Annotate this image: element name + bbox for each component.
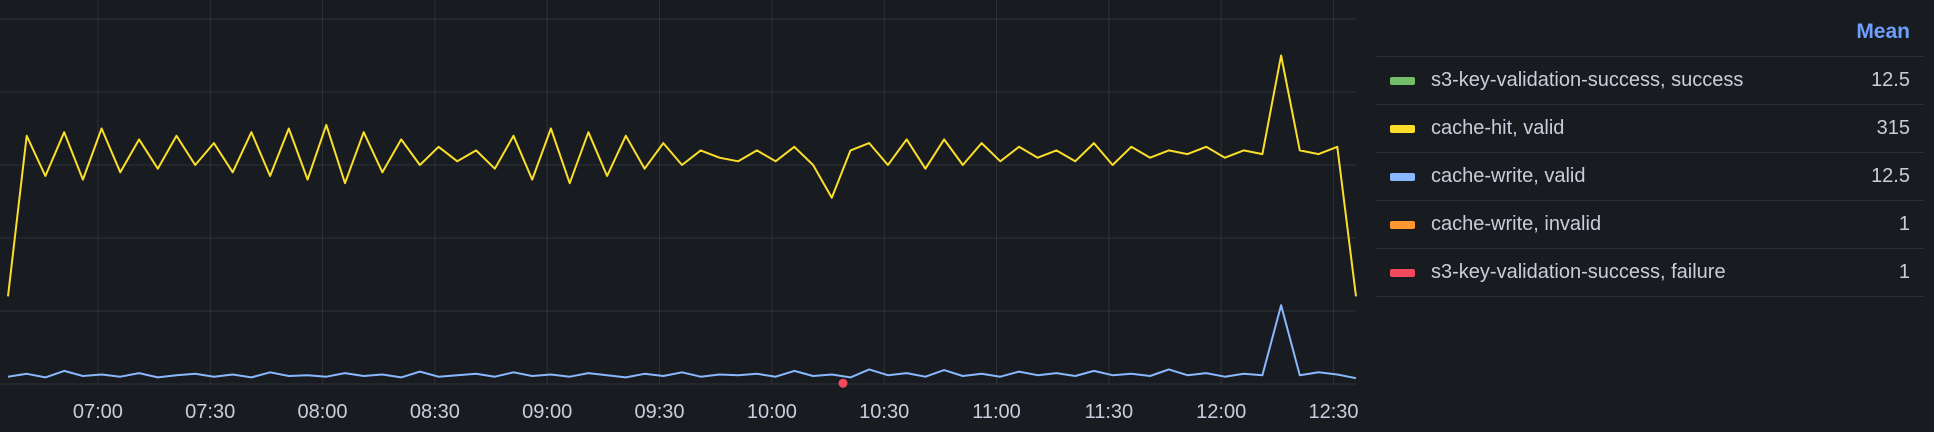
x-tick-label: 11:30	[1085, 401, 1134, 423]
x-tick-label: 08:00	[298, 401, 348, 423]
time-series-chart: 07:00 07:30 08:00 08:30 09:00 09:30 10:00 10:30…	[0, 0, 1359, 423]
x-tick-label: 07:30	[185, 401, 235, 423]
legend-item[interactable]: s3-key-validation-success, success 12.5	[1376, 56, 1924, 104]
series-line-1	[7, 54, 1357, 297]
x-tick-label: 07:00	[73, 401, 123, 423]
legend-item[interactable]: s3-key-validation-success, failure 1	[1376, 248, 1924, 297]
x-tick-label: 09:30	[635, 401, 685, 423]
legend-item[interactable]: cache-hit, valid 315	[1376, 104, 1924, 152]
legend-label[interactable]: cache-write, invalid	[1431, 213, 1602, 235]
series-color-swatch[interactable]	[1390, 124, 1415, 133]
x-tick-label: 12:30	[1309, 401, 1359, 423]
legend-mean-value: 12.5	[1871, 69, 1910, 91]
legend-label[interactable]: cache-write, valid	[1431, 165, 1586, 187]
legend-header: Mean	[1376, 0, 1924, 56]
legend-label[interactable]: s3-key-validation-success, success	[1431, 69, 1744, 91]
legend-mean-value: 1	[1898, 213, 1910, 235]
legend-label[interactable]: cache-hit, valid	[1431, 117, 1565, 139]
x-tick-label: 09:00	[522, 401, 572, 423]
series-color-swatch[interactable]	[1390, 76, 1415, 85]
legend-item[interactable]: cache-write, valid 12.5	[1376, 152, 1924, 200]
x-tick-label: 10:00	[747, 401, 797, 423]
legend: Mean s3-key-validation-success, success …	[1376, 0, 1924, 297]
legend-mean-value: 1	[1898, 261, 1910, 283]
x-tick-label: 12:00	[1196, 401, 1246, 423]
series-point-4	[838, 378, 848, 388]
series-color-swatch[interactable]	[1390, 172, 1415, 181]
legend-item[interactable]: cache-write, invalid 1	[1376, 200, 1924, 248]
x-tick-label: 08:30	[410, 401, 460, 423]
series-color-swatch[interactable]	[1390, 220, 1415, 229]
legend-mean-value: 315	[1876, 117, 1910, 139]
x-tick-label: 11:00	[972, 401, 1021, 423]
x-tick-label: 10:30	[859, 401, 909, 423]
legend-mean-value: 12.5	[1871, 165, 1910, 187]
mean-column-header[interactable]: Mean	[1856, 20, 1910, 43]
series-line-2	[7, 304, 1357, 380]
series-color-swatch[interactable]	[1390, 268, 1415, 277]
legend-label[interactable]: s3-key-validation-success, failure	[1431, 261, 1726, 283]
